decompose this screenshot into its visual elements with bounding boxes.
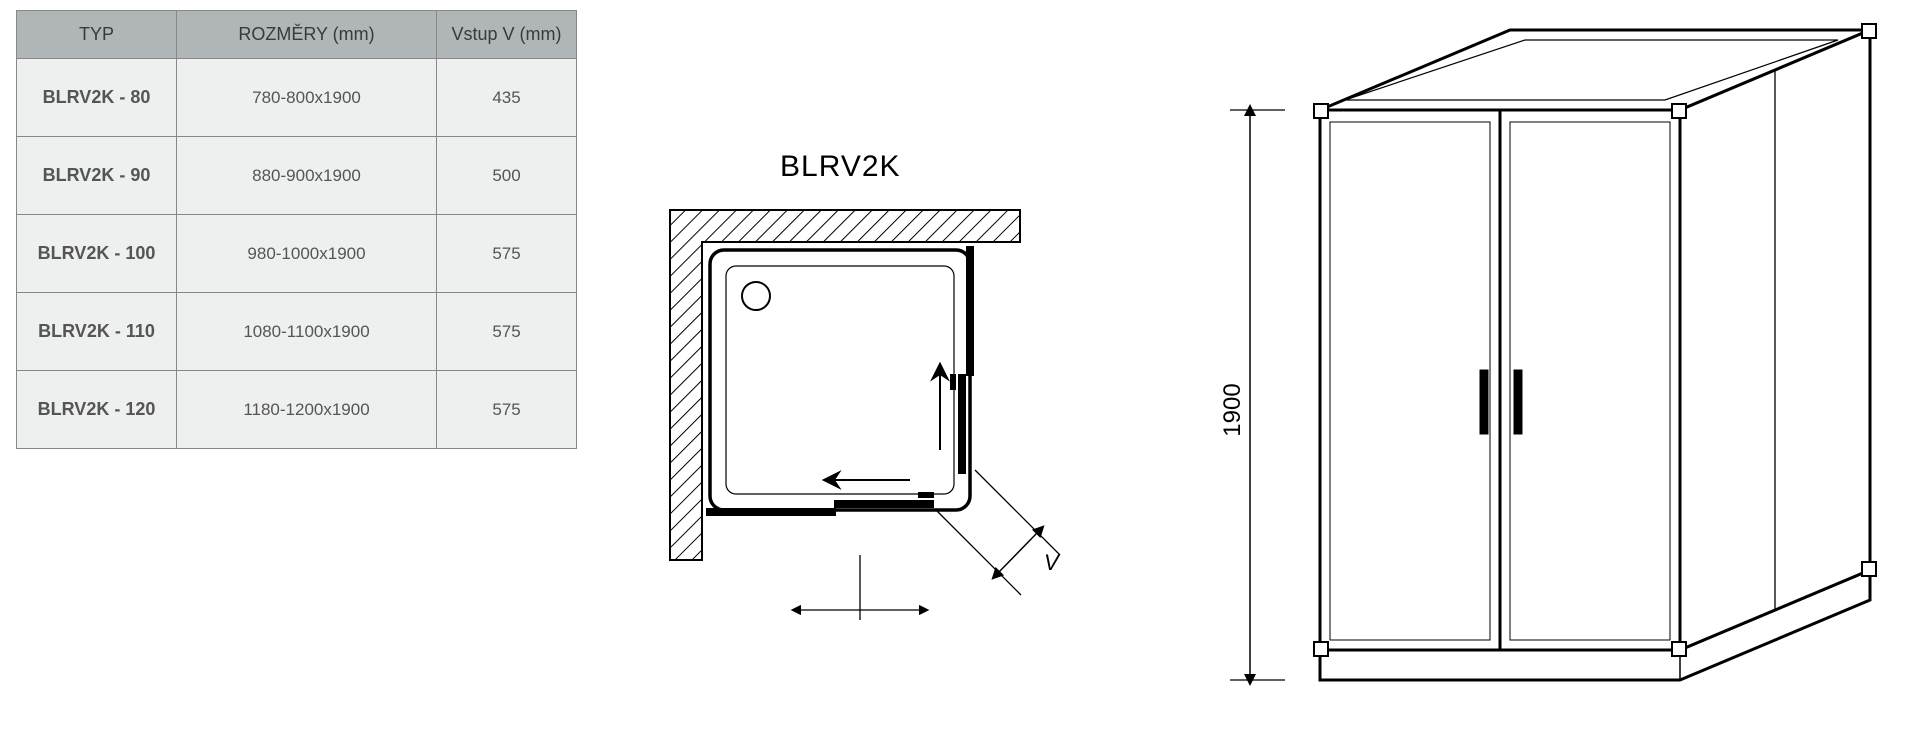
table-row: BLRV2K - 120 1180-1200x1900 575 bbox=[17, 371, 577, 449]
cabin bbox=[1314, 24, 1876, 680]
iso-svg: 1900 bbox=[1170, 10, 1890, 740]
topview-svg: V bbox=[660, 150, 1120, 710]
shower-tray bbox=[710, 250, 970, 510]
table-row: BLRV2K - 110 1080-1100x1900 575 bbox=[17, 293, 577, 371]
topview-title: BLRV2K bbox=[780, 150, 901, 184]
cell-vstup: 500 bbox=[437, 137, 577, 215]
iso-diagram: 1900 bbox=[1170, 10, 1890, 740]
topview-diagram: BLRV2K bbox=[660, 150, 1120, 710]
cell-vstup: 575 bbox=[437, 293, 577, 371]
height-dimension: 1900 bbox=[1219, 110, 1285, 680]
header-dim: ROZMĚRY (mm) bbox=[177, 11, 437, 59]
cell-dim: 1080-1100x1900 bbox=[177, 293, 437, 371]
handle-right bbox=[1514, 370, 1522, 434]
handle-left bbox=[1480, 370, 1488, 434]
cell-vstup: 575 bbox=[437, 215, 577, 293]
height-label: 1900 bbox=[1219, 383, 1246, 436]
cell-dim: 780-800x1900 bbox=[177, 59, 437, 137]
spec-table: TYP ROZMĚRY (mm) Vstup V (mm) BLRV2K - 8… bbox=[16, 10, 577, 449]
cell-vstup: 575 bbox=[437, 371, 577, 449]
cell-dim: 980-1000x1900 bbox=[177, 215, 437, 293]
cell-type: BLRV2K - 120 bbox=[17, 371, 177, 449]
cell-vstup: 435 bbox=[437, 59, 577, 137]
table-header-row: TYP ROZMĚRY (mm) Vstup V (mm) bbox=[17, 11, 577, 59]
header-type: TYP bbox=[17, 11, 177, 59]
header-vstup: Vstup V (mm) bbox=[437, 11, 577, 59]
cell-type: BLRV2K - 90 bbox=[17, 137, 177, 215]
cell-type: BLRV2K - 100 bbox=[17, 215, 177, 293]
cell-dim: 880-900x1900 bbox=[177, 137, 437, 215]
table-row: BLRV2K - 100 980-1000x1900 575 bbox=[17, 215, 577, 293]
cell-type: BLRV2K - 80 bbox=[17, 59, 177, 137]
v-label: V bbox=[1044, 550, 1061, 575]
cell-type: BLRV2K - 110 bbox=[17, 293, 177, 371]
table-row: BLRV2K - 80 780-800x1900 435 bbox=[17, 59, 577, 137]
table-row: BLRV2K - 90 880-900x1900 500 bbox=[17, 137, 577, 215]
cell-dim: 1180-1200x1900 bbox=[177, 371, 437, 449]
